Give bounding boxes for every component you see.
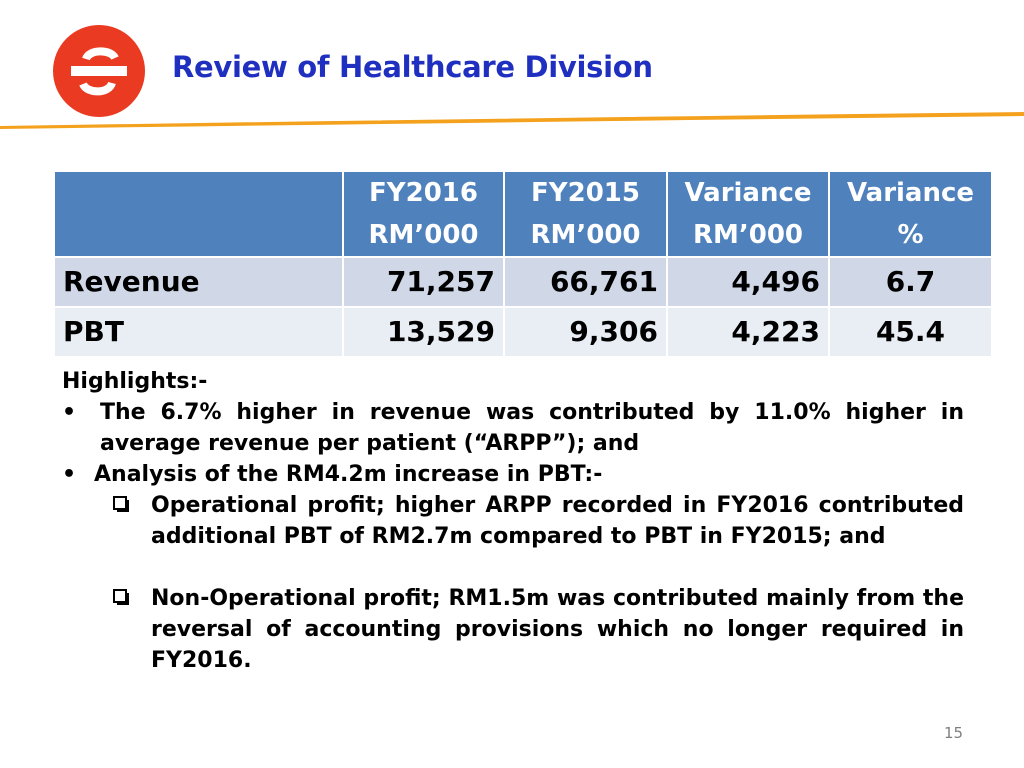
checkbox-bullet-icon [113,496,129,512]
table-cell: 4,496 [666,256,830,308]
column-header-variance-pct: Variance % [828,170,993,258]
column-header-fy2016: FY2016 RM’000 [342,170,505,258]
sub-item-text: Non-Operational profit; RM1.5m was contr… [151,586,964,673]
table-row: Revenue 71,257 66,761 4,496 6.7 [53,256,993,308]
page-number: 15 [944,724,964,742]
table-cell: 66,761 [503,256,668,308]
list-item: • Analysis of the RM4.2m increase in PBT… [62,459,964,490]
bullet-text: Analysis of the RM4.2m increase in PBT:- [94,462,603,487]
sub-list-item: Non-Operational profit; RM1.5m was contr… [62,583,964,676]
bullet-icon: • [62,400,77,425]
financial-table: FY2016 RM’000 FY2015 RM’000 Variance RM’… [53,170,993,358]
page-title: Review of Healthcare Division [172,50,653,84]
checkbox-bullet-icon [113,589,129,605]
sub-item-text: Operational profit; higher ARPP recorded… [151,493,964,549]
list-item: • The 6.7% higher in revenue was contrib… [62,397,964,459]
row-label: PBT [53,306,344,358]
column-header-empty [53,170,344,258]
header-divider [0,112,1024,129]
table-cell: 4,223 [666,306,830,358]
highlights-title: Highlights:- [62,369,208,394]
company-logo [53,25,145,117]
table-cell: 45.4 [828,306,993,358]
table-cell: 6.7 [828,256,993,308]
column-header-variance-rm: Variance RM’000 [666,170,830,258]
column-header-fy2015: FY2015 RM’000 [503,170,668,258]
table-cell: 71,257 [342,256,505,308]
table-header-row: FY2016 RM’000 FY2015 RM’000 Variance RM’… [53,170,993,258]
highlights-section: Highlights:- • The 6.7% higher in revenu… [62,366,964,676]
bullet-text: The 6.7% higher in revenue was contribut… [100,400,964,456]
sub-list-item: Operational profit; higher ARPP recorded… [62,490,964,552]
row-label: Revenue [53,256,344,308]
table-cell: 9,306 [503,306,668,358]
table-row: PBT 13,529 9,306 4,223 45.4 [53,306,993,358]
table-cell: 13,529 [342,306,505,358]
bullet-icon: • [62,462,77,487]
